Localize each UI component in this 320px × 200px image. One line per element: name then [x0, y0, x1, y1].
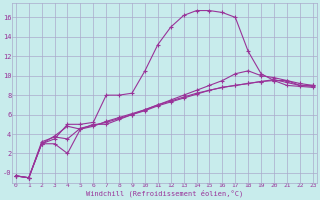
X-axis label: Windchill (Refroidissement éolien,°C): Windchill (Refroidissement éolien,°C): [86, 190, 243, 197]
